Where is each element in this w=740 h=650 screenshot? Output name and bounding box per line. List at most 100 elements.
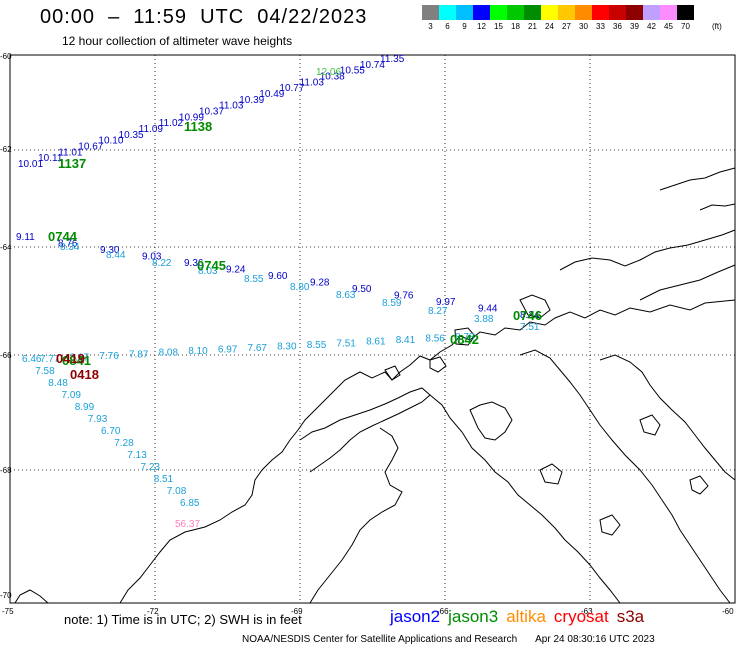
wave-height-value: 7.77 bbox=[40, 354, 60, 365]
legend-label: 24 bbox=[545, 22, 554, 31]
wave-height-value: 9.36 bbox=[184, 258, 204, 269]
wave-height-value: 9.11 bbox=[16, 232, 35, 243]
wave-height-value: 7.67 bbox=[248, 343, 268, 354]
legend-swatch bbox=[643, 5, 660, 20]
wave-height-value: 7.51 bbox=[336, 338, 356, 349]
wave-height-value: 9.28 bbox=[310, 278, 330, 289]
footer-note: note: 1) Time is in UTC; 2) SWH is in fe… bbox=[64, 612, 302, 627]
wave-height-value: 7.87 bbox=[129, 349, 149, 360]
wave-height-value: 9.97 bbox=[436, 297, 456, 308]
wave-height-value: 7.08 bbox=[167, 486, 187, 497]
latitude-label: -68 bbox=[0, 466, 12, 475]
wave-height-value: 10.77 bbox=[279, 83, 304, 94]
wave-height-value: 8.41 bbox=[396, 335, 416, 346]
footer-credit: NOAA/NESDIS Center for Satellite Applica… bbox=[242, 634, 655, 645]
legend-swatch bbox=[507, 5, 524, 20]
wave-height-value: 8.34 bbox=[520, 310, 540, 321]
wave-height-value: 8.99 bbox=[75, 402, 95, 413]
wave-height-value: 10.49 bbox=[259, 89, 284, 100]
legend-swatch bbox=[422, 5, 439, 20]
altimeter-tracks: 10.0110.1111.0110.6710.1010.3511.0911.02… bbox=[16, 54, 540, 509]
wave-height-value: 9.76 bbox=[394, 291, 414, 302]
wave-height-value: 8.44 bbox=[106, 250, 126, 261]
legend-swatch bbox=[677, 5, 694, 20]
wave-height-value: 10.11 bbox=[38, 153, 63, 164]
wave-height-value: 10.38 bbox=[320, 72, 345, 83]
wave-height-value: 7.28 bbox=[114, 438, 134, 449]
wave-height-value: 7.13 bbox=[127, 450, 147, 461]
wave-height-value: 10.74 bbox=[360, 60, 385, 71]
pass-time-label: 0418 bbox=[70, 367, 99, 382]
wave-height-value: 9.44 bbox=[478, 304, 498, 315]
latitude-label: -62 bbox=[0, 145, 12, 154]
satellite-label: jason3 bbox=[448, 607, 499, 626]
legend-swatch bbox=[439, 5, 456, 20]
longitude-label: -63 bbox=[581, 607, 593, 616]
legend-swatches bbox=[422, 5, 728, 20]
coastline bbox=[14, 167, 736, 604]
wave-height-value: 7.58 bbox=[35, 366, 55, 377]
wave-height-value: 10.10 bbox=[98, 136, 123, 147]
latitude-label: -60 bbox=[0, 52, 12, 61]
pass-time-label: 0745 bbox=[197, 258, 226, 273]
satellite-label: s3a bbox=[616, 607, 645, 626]
legend-labels: 3 6 9 12 15 18 21 24 27 30 33 36 39 42 45 70 bbox=[422, 22, 728, 31]
satellite-label: jason2 bbox=[390, 607, 441, 626]
wave-height-value: 56.37 bbox=[175, 519, 200, 530]
longitude-labels: -75 -72 -69 -66 -63 -60 bbox=[2, 607, 734, 616]
wave-height-value: 10.67 bbox=[78, 142, 103, 153]
wave-height-value: 8.76 bbox=[58, 239, 78, 250]
legend-swatch bbox=[660, 5, 677, 20]
longitude-label: -75 bbox=[2, 607, 14, 616]
pass-time-label: 0746 bbox=[513, 308, 542, 323]
wave-height-value: 7.23 bbox=[141, 462, 161, 473]
wave-height-value: 6.70 bbox=[101, 426, 121, 437]
wave-height-value: 11.03 bbox=[300, 77, 325, 88]
wave-height-value: 8.08 bbox=[159, 348, 179, 359]
pass-time-label: 0841 bbox=[62, 353, 91, 368]
satellite-legend: jason2 jason3 altika cryosat s3a bbox=[390, 607, 652, 627]
legend-label: 3 bbox=[428, 22, 433, 31]
wave-height-value: 8.51 bbox=[154, 474, 174, 485]
legend-label: 30 bbox=[579, 22, 588, 31]
wave-height-value: 7.51 bbox=[520, 322, 540, 333]
legend-label: 12 bbox=[477, 22, 486, 31]
legend-swatch bbox=[609, 5, 626, 20]
legend-swatch bbox=[626, 5, 643, 20]
wave-height-value: 8.48 bbox=[48, 378, 68, 389]
wave-height-value: 8.78 bbox=[455, 332, 475, 343]
legend-label: 42 bbox=[647, 22, 656, 31]
wave-height-value: 9.30 bbox=[100, 245, 120, 256]
longitude-label: -69 bbox=[291, 607, 303, 616]
longitude-label: -72 bbox=[147, 607, 159, 616]
latitude-label: -64 bbox=[0, 243, 12, 252]
pass-time-label: 1138 bbox=[184, 119, 212, 134]
legend-swatch bbox=[473, 5, 490, 20]
latitude-labels: -60 -62 -64 -66 -68 -70 bbox=[0, 52, 12, 600]
wave-height-value: 9.60 bbox=[268, 271, 288, 282]
wave-height-value: 6.97 bbox=[218, 345, 238, 356]
legend-swatch bbox=[490, 5, 507, 20]
wave-height-value: 8.22 bbox=[152, 258, 172, 269]
longitude-label: -60 bbox=[722, 607, 734, 616]
map-subtitle: 12 hour collection of altimeter wave hei… bbox=[62, 34, 293, 48]
wave-height-value: 8.34 bbox=[60, 242, 80, 253]
wave-height-value: 11.03 bbox=[219, 101, 244, 112]
wave-height-value: 11.02 bbox=[159, 118, 184, 129]
legend-swatch bbox=[575, 5, 592, 20]
wave-height-value: 6.46 bbox=[22, 354, 42, 365]
wave-height-value: 3.88 bbox=[474, 314, 494, 325]
legend-label: 21 bbox=[528, 22, 537, 31]
wave-height-value: 10.39 bbox=[239, 95, 264, 106]
wave-height-value: 8.55 bbox=[244, 274, 264, 285]
wave-height-value: 11.35 bbox=[380, 54, 405, 65]
legend-label: 9 bbox=[462, 22, 467, 31]
wave-height-value: 9.50 bbox=[352, 284, 372, 295]
wave-height-value: 10.01 bbox=[18, 159, 43, 170]
legend-unit: (ft) bbox=[712, 22, 722, 31]
legend-label: 36 bbox=[613, 22, 622, 31]
wave-height-value: 7.76 bbox=[99, 351, 119, 362]
wave-height-value: 10.99 bbox=[179, 112, 204, 123]
